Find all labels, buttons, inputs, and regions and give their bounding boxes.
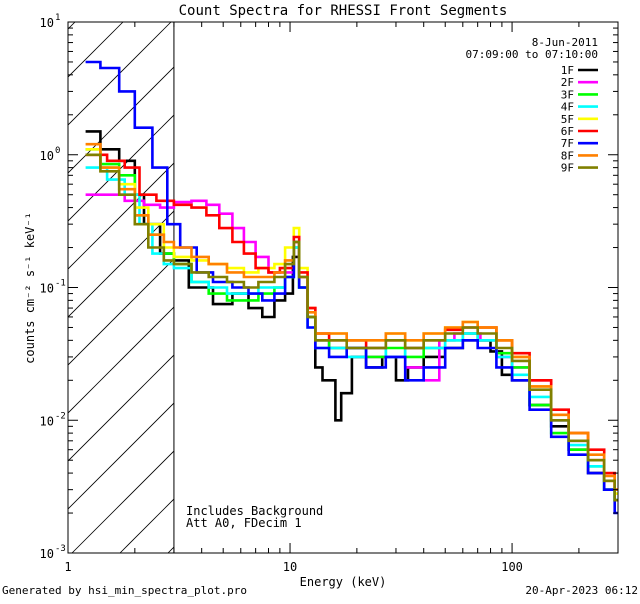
x-tick-labels: 1 10 100: [64, 560, 523, 574]
x-axis-label: Energy (keV): [300, 575, 387, 589]
hatch-line: [264, 22, 640, 553]
hatch-line: [68, 258, 174, 366]
legend-label-1f: 1F: [561, 64, 574, 77]
legend-label-9f: 9F: [561, 162, 574, 175]
x-tick-label: 1: [64, 560, 71, 574]
y-tick-exponent: -3: [55, 544, 66, 554]
time-range-label: 07:09:00 to 07:10:00: [466, 48, 598, 61]
axis-ticks: [67, 21, 619, 554]
annotation-background: Includes Background: [186, 504, 323, 518]
y-tick-label: 10 0: [40, 146, 61, 163]
legend-label-6f: 6F: [561, 125, 574, 138]
y-tick-exponent: 0: [55, 146, 60, 156]
footer-generated-by: Generated by hsi_min_spectra_plot.pro: [2, 584, 247, 597]
series-line-7f: [85, 60, 618, 515]
series-line-8f: [85, 142, 618, 491]
y-tick-base: 10: [40, 149, 54, 163]
y-tick-exponent: -2: [55, 411, 66, 421]
annotation-attenuator: Att A0, FDecim 1: [186, 516, 302, 530]
y-tick-exponent: -1: [55, 279, 66, 289]
y-tick-base: 10: [40, 414, 54, 428]
y-axis-label: counts cm⁻² s⁻¹ keV⁻¹: [23, 212, 37, 364]
hatch-line: [68, 66, 174, 174]
hatch-line: [68, 210, 174, 318]
legend-label-8f: 8F: [561, 149, 574, 162]
y-tick-base: 10: [40, 16, 54, 30]
y-tick-label: 10 -1: [40, 279, 66, 296]
series-line-6f: [85, 153, 618, 491]
y-tick-base: 10: [40, 547, 54, 561]
footer-timestamp: 20-Apr-2023 06:12: [525, 584, 638, 597]
y-tick-label: 10 -2: [40, 411, 66, 428]
y-tick-label: 10 -3: [40, 544, 66, 561]
y-tick-exponent: 1: [55, 13, 60, 23]
legend-label-2f: 2F: [561, 76, 574, 89]
series-line-2f: [85, 193, 618, 491]
date-label: 8-Jun-2011: [532, 36, 598, 49]
hatch-line: [68, 402, 174, 510]
series-line-9f: [85, 153, 618, 502]
series-group: [85, 60, 618, 515]
x-tick-label: 100: [501, 560, 523, 574]
plot-frame: [67, 21, 619, 554]
series-line-4f: [85, 166, 618, 502]
chart-title: Count Spectra for RHESSI Front Segments: [179, 3, 508, 19]
y-tick-label: 10 1: [40, 13, 61, 30]
hatch-line: [68, 22, 172, 126]
x-tick-label: 10: [283, 560, 297, 574]
hatched-region: [68, 22, 640, 553]
hatch-line: [71, 450, 174, 553]
y-tick-base: 10: [40, 282, 54, 296]
legend-label-4f: 4F: [561, 101, 574, 114]
legend-label-3f: 3F: [561, 88, 574, 101]
legend-label-5f: 5F: [561, 113, 574, 126]
legend-label-7f: 7F: [561, 137, 574, 150]
